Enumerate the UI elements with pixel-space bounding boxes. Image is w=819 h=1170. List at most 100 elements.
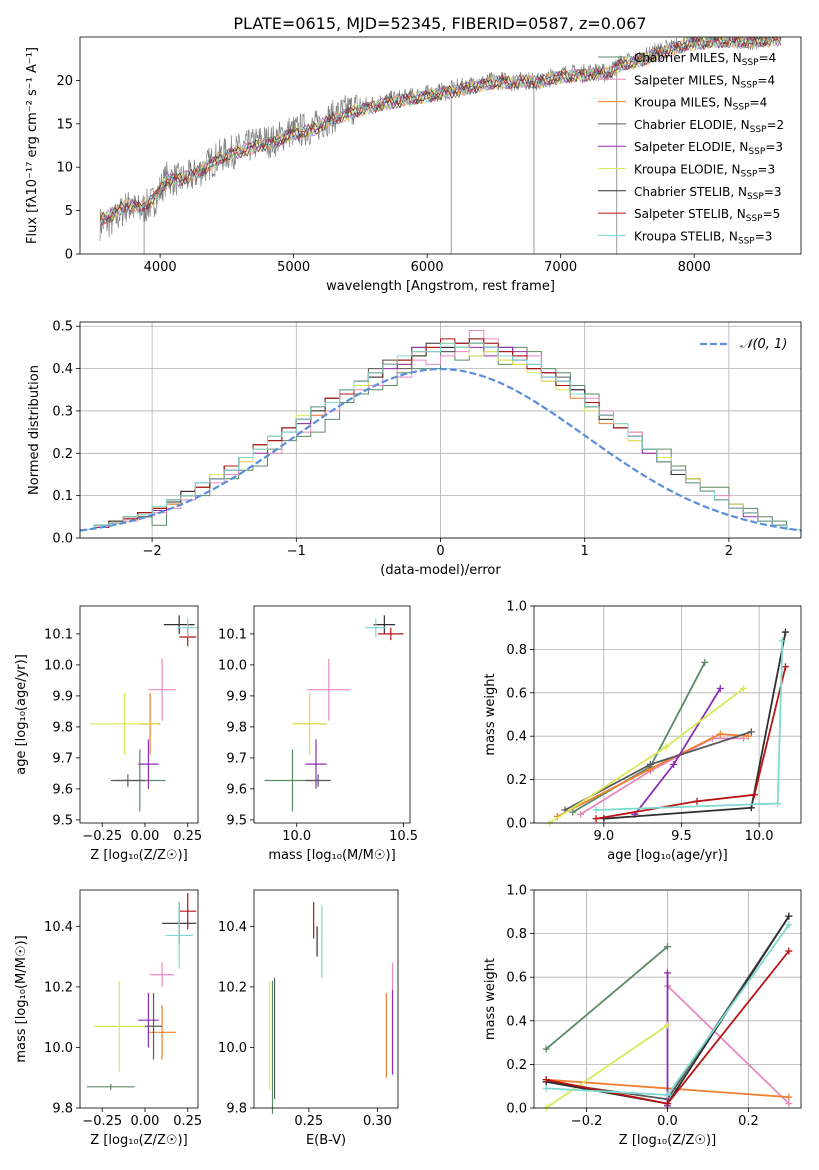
y-tick-label: 10.4 [218,920,247,935]
y-tick-label: 10 [56,161,73,176]
y-tick-label: 0.0 [506,817,527,832]
y-tick-label: 0.4 [506,1014,527,1029]
axes-spine [253,889,399,1109]
y-tick-label: 10.0 [218,1041,247,1056]
legend-entry-subscript: SSP [733,103,750,113]
mass-weight-line [596,640,784,811]
x-tick-label: 2 [725,544,733,559]
plot-marks [264,615,404,812]
plot-marks [79,330,802,538]
legend-entry-subscript: SSP [747,192,764,202]
y-tick-label: 10.2 [44,980,73,995]
x-tick-label: 7000 [544,260,577,275]
y-tick-label: 0.8 [506,927,527,942]
legend-entry-subscript: SSP [742,58,759,68]
x-axis-label: Z [log₁₀(Z/Z☉)] [619,1133,716,1148]
histogram-step-line [79,342,802,538]
age-vs-mass-panel: 10.0 10.5 9.5 9.6 9.7 9.8 9.9 10.0 10.1 mass [log… [218,605,418,863]
x-tick-label: 10.5 [389,829,418,844]
x-axis-label: (data-model)/error [380,563,501,578]
mass-weight-marker [781,628,789,636]
mass-weight-marker [664,1100,671,1108]
mass-weight-marker [592,806,600,814]
grid-lines [534,605,801,824]
x-tick-label: 0.25 [294,1114,323,1129]
model-spectrum-line [99,37,779,222]
y-tick-label: 9.8 [52,1102,73,1117]
plot-marks [86,893,197,1090]
legend-entry-name: Salpeter MILES, N [634,73,741,87]
y-tick-label: 9.5 [226,813,247,828]
mass-weight-marker [716,684,724,692]
legend-entry-subscript: SSP [741,170,758,180]
legend-entry-count: =3 [757,163,775,177]
plot-marks [542,912,793,1112]
mass-weight-marker [785,921,793,929]
mass-weight-line [545,946,669,1050]
legend-entry: Chabrier MILES, NSSP=4 [634,51,776,68]
x-tick-label: 0 [436,544,444,559]
legend-entry-subscript: SSP [748,147,765,157]
legend-entry-count: =4 [757,73,775,87]
y-axis-label: mass [log₁₀(M/M☉)] [14,935,29,1062]
x-tick-label: 0.2 [738,1114,759,1129]
legend-entry-name: Kroupa STELIB, N [634,229,738,243]
x-tick-label: 0.30 [363,1114,392,1129]
axes-frame: 10.0 10.5 9.5 9.6 9.7 9.8 9.9 10.0 10.1 mass [log… [218,605,418,863]
y-axis-label: mass weight [483,958,498,1040]
y-tick-label: 0.4 [52,362,73,377]
y-axis-label: Normed distribution [27,365,42,495]
mass-weight-line [634,688,722,815]
mass-weight-marker [701,658,709,666]
axes-frame: 4000 5000 6000 7000 8000 0 5 10 15 20 wavelength [… [25,36,802,294]
legend-entry-name: Kroupa MILES, N [634,96,733,110]
mass-weight-marker [785,912,793,920]
legend-entry-name: Chabrier MILES, N [634,51,742,65]
x-tick-label: 0.25 [173,829,202,844]
axes-spine [533,605,802,824]
mass-weight-marker [744,732,752,740]
y-tick-label: 9.8 [52,720,73,735]
axes-spine [79,605,199,824]
mass-weight-line [545,1024,669,1109]
legend-entry-count: =3 [764,185,782,199]
legend-entry-name: Salpeter STELIB, N [634,207,746,221]
y-axis-label: mass weight [483,673,498,755]
y-tick-label: 0.5 [52,320,73,335]
y-tick-label: 9.5 [52,813,73,828]
y-tick-label: 0.2 [52,447,73,462]
x-tick-label: −0.25 [82,1114,122,1129]
gaussian-curve [79,367,802,532]
legend-entry-subscript: SSP [746,214,763,224]
mass-vs-extinction-panel: 0.25 0.30 9.8 10.0 10.2 10.4 E(B-V) [218,889,399,1148]
legend-entry: Kroupa MILES, NSSP=4 [634,96,767,113]
axes-frame: −2 −1 0 1 2 0.0 0.1 0.2 0.3 0.4 0.5 (data-model)/er… [27,320,802,578]
legend-entry: 𝒩(0, 1) [740,337,787,352]
plot-marks [90,615,198,812]
mass-weight-line [556,733,749,818]
y-tick-label: 0.1 [52,489,73,504]
mass-weight-marker [542,1045,550,1053]
x-tick-label: 6000 [411,260,444,275]
y-tick-label: 0.6 [506,686,527,701]
mass-weight-marker [664,943,671,951]
mass-weight-marker [778,637,786,645]
legend-entry-count: =3 [755,229,773,243]
plot-marks [546,628,789,827]
mass-weight-line [595,666,787,820]
y-tick-label: 10.0 [218,658,247,673]
legend-entry: Chabrier STELIB, NSSP=3 [634,185,782,202]
mass-weight-marker [670,760,678,768]
mass-weight-marker [542,1084,550,1092]
x-tick-label: 10.0 [745,829,774,844]
x-axis-label: E(B-V) [306,1133,346,1148]
mass-weight-marker [693,797,701,805]
legend-entry-name: Kroupa ELODIE, N [634,163,741,177]
mass-weight-marker [774,799,782,807]
y-tick-label: 9.6 [52,782,73,797]
y-tick-label: 15 [56,117,73,132]
plot-marks [269,902,394,1115]
x-axis-label: mass [log₁₀(M/M☉)] [268,848,395,863]
y-tick-label: 0.6 [506,971,527,986]
